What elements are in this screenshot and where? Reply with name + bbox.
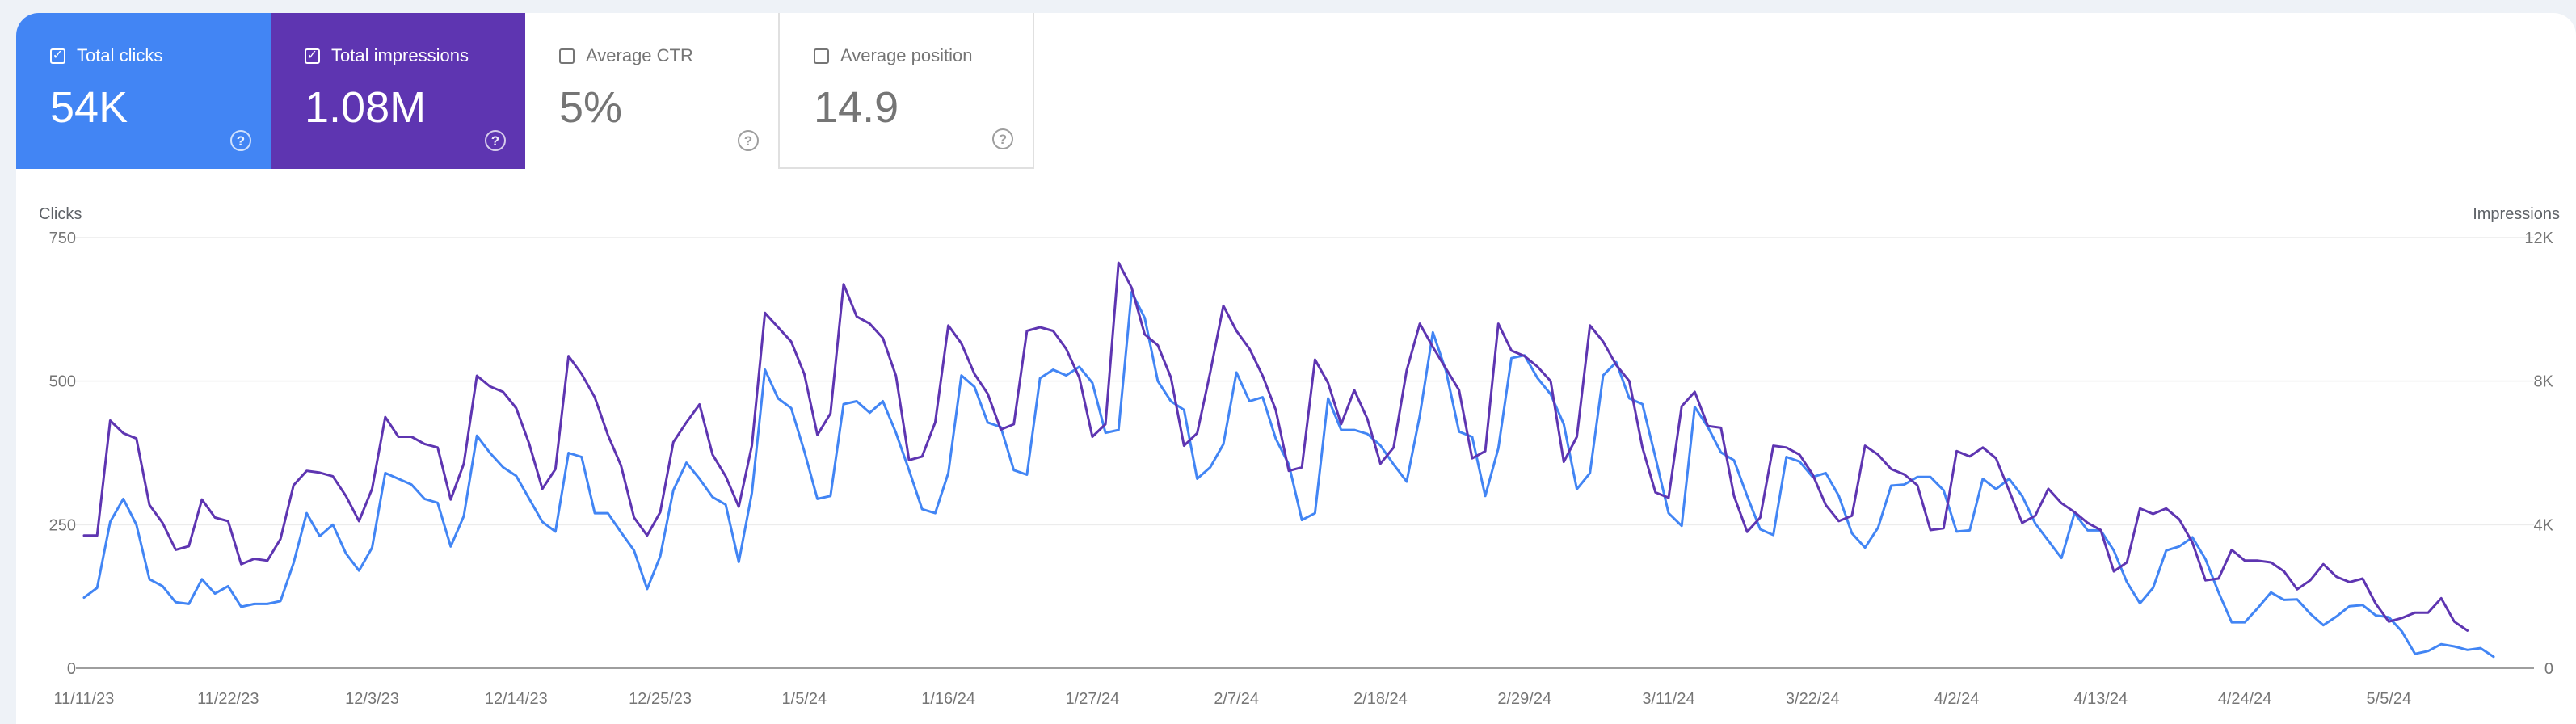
- metric-value: 54K: [50, 83, 128, 132]
- y-left-tick-label: 0: [67, 660, 76, 678]
- x-tick-label: 4/2/24: [1934, 690, 1980, 708]
- metric-card-total-impressions[interactable]: ✓ Total impressions 1.08M ?: [271, 13, 525, 169]
- performance-card: ✓ Total clicks 54K ? ✓ Total impressions…: [16, 13, 2576, 724]
- checkbox-unchecked-icon[interactable]: ✓: [814, 48, 829, 64]
- x-tick-label: 2/29/24: [1497, 690, 1551, 708]
- x-tick-label: 1/27/24: [1066, 690, 1120, 708]
- y-left-tick-label: 250: [49, 516, 76, 534]
- left-axis-title: Clicks: [39, 205, 82, 223]
- metric-value: 14.9: [814, 83, 899, 132]
- metric-card-average-ctr[interactable]: ✓ Average CTR 5% ?: [525, 13, 780, 169]
- impressions-series-line: [82, 261, 2469, 632]
- x-tick-label: 5/5/24: [2367, 690, 2412, 708]
- x-tick-label: 3/11/24: [1642, 690, 1694, 708]
- y-left-tick-label: 500: [49, 373, 76, 391]
- x-tick-label: 4/13/24: [2073, 690, 2128, 708]
- help-icon[interactable]: ?: [992, 128, 1013, 149]
- x-tick-label: 2/18/24: [1353, 690, 1408, 708]
- y-right-tick-label: 4K: [2534, 516, 2554, 534]
- metric-value: 5%: [559, 83, 623, 132]
- metric-card-average-position[interactable]: ✓ Average position 14.9 ?: [780, 13, 1034, 169]
- y-left-tick-label: 750: [49, 229, 76, 247]
- performance-chart: Clicks Impressions 0 0 250 4K 500 8K 750 12K 11/…: [39, 205, 2560, 708]
- right-axis-title: Impressions: [2473, 205, 2560, 223]
- x-tick-label: 3/22/24: [1786, 690, 1840, 708]
- help-icon[interactable]: ?: [230, 130, 251, 151]
- metric-label: Total clicks: [77, 45, 163, 65]
- metric-label: Average position: [840, 45, 973, 65]
- checkbox-checked-icon[interactable]: ✓: [305, 48, 320, 64]
- checkbox-unchecked-icon[interactable]: ✓: [559, 48, 575, 64]
- metric-label: Total impressions: [331, 45, 469, 65]
- clicks-series-line: [82, 291, 2495, 659]
- y-right-tick-label: 8K: [2534, 373, 2554, 391]
- x-tick-label: 12/3/23: [345, 690, 399, 708]
- x-tick-label: 11/11/23: [54, 690, 115, 708]
- x-tick-label: 4/24/24: [2218, 690, 2272, 708]
- y-right-tick-label: 12K: [2524, 229, 2553, 247]
- metric-card-total-clicks[interactable]: ✓ Total clicks 54K ?: [16, 13, 271, 169]
- checkbox-checked-icon[interactable]: ✓: [50, 48, 65, 64]
- metric-cards: ✓ Total clicks 54K ? ✓ Total impressions…: [16, 13, 1034, 169]
- x-tick-label: 1/16/24: [921, 690, 975, 708]
- x-tick-label: 12/25/23: [629, 690, 692, 708]
- x-tick-label: 12/14/23: [485, 690, 548, 708]
- x-tick-label: 11/22/23: [197, 690, 259, 708]
- y-right-tick-label: 0: [2544, 660, 2553, 678]
- metric-label: Average CTR: [586, 45, 693, 65]
- help-icon[interactable]: ?: [485, 130, 506, 151]
- metric-value: 1.08M: [305, 83, 427, 132]
- x-tick-label: 1/5/24: [782, 690, 827, 708]
- help-icon[interactable]: ?: [738, 130, 759, 151]
- x-tick-label: 2/7/24: [1214, 690, 1259, 708]
